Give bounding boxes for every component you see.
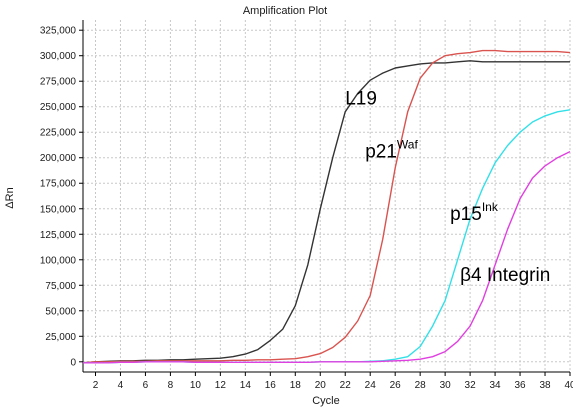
y-tick-label: 325,000 (40, 26, 77, 37)
y-tick-label: 25,000 (45, 332, 76, 343)
y-tick-label: 300,000 (40, 51, 77, 62)
series-label-l19: L19 (345, 89, 377, 110)
x-tick-label: 2 (93, 380, 99, 391)
axis-layer: 0 25,000 50,000 75,000 100,000 125,000 150,000… (40, 20, 573, 391)
series-line-p21 (83, 49, 570, 364)
x-tick-label: 16 (265, 380, 277, 391)
x-tick-label: 22 (340, 380, 352, 391)
y-tick-label: 250,000 (40, 102, 77, 113)
series-label-superscript: Waf (397, 138, 419, 152)
x-tick-label: 10 (190, 380, 202, 391)
x-tick-label: 4 (118, 380, 124, 391)
series-layer (83, 49, 570, 364)
y-tick-label: 225,000 (40, 128, 77, 139)
series-label-4-integrin: β4 Integrin (460, 265, 550, 286)
series-label-text: L19 (345, 89, 377, 110)
y-tick-label: 275,000 (40, 77, 77, 88)
x-tick-label: 18 (290, 380, 302, 391)
y-tick-label: 75,000 (45, 281, 76, 292)
y-axis-title: ΔRn (4, 187, 16, 208)
x-tick-label: 20 (315, 380, 327, 391)
y-tick-label: 200,000 (40, 153, 77, 164)
x-axis-title: Cycle (312, 395, 340, 407)
series-label-text: p15 (450, 204, 482, 225)
y-tick-label: 100,000 (40, 255, 77, 266)
x-tick-label: 12 (215, 380, 227, 391)
series-label-superscript: Ink (482, 200, 499, 214)
series-line-l19 (83, 60, 570, 364)
x-tick-label: 24 (365, 380, 377, 391)
x-tick-label: 6 (143, 380, 149, 391)
y-tick-label: 50,000 (45, 306, 76, 317)
x-tick-label: 14 (240, 380, 252, 391)
y-tick-label: 0 (70, 357, 76, 368)
y-tick-label: 175,000 (40, 179, 77, 190)
x-tick-label: 28 (415, 380, 427, 391)
x-tick-label: 36 (514, 380, 526, 391)
series-label-p21: p21Waf (365, 138, 418, 163)
series-label-p15: p15Ink (450, 200, 499, 225)
series-label-text: β4 Integrin (460, 265, 550, 286)
series-label-text: p21 (365, 142, 397, 163)
x-tick-label: 38 (539, 380, 551, 391)
x-tick-label: 34 (490, 380, 502, 391)
x-tick-label: 40 (564, 380, 573, 391)
x-tick-label: 30 (440, 380, 452, 391)
x-tick-label: 32 (465, 380, 477, 391)
annotation-layer: L19 p21Waf p15Ink β4 Integrin (345, 89, 550, 287)
chart-title: Amplification Plot (243, 5, 327, 17)
y-tick-label: 150,000 (40, 204, 77, 215)
y-tick-label: 125,000 (40, 230, 77, 241)
x-tick-label: 26 (390, 380, 402, 391)
series-line-4-integrin (83, 150, 570, 364)
x-tick-label: 8 (168, 380, 174, 391)
grid-layer (83, 20, 571, 372)
